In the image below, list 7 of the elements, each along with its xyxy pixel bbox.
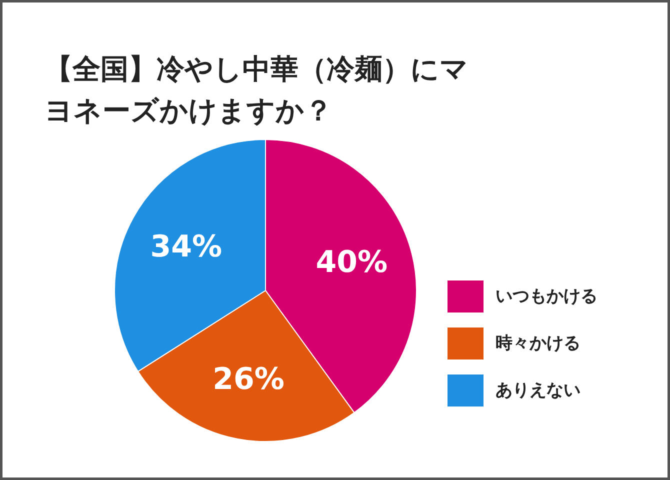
data-label: 40%	[316, 245, 388, 280]
data-label: 26%	[212, 362, 284, 397]
legend-label: いつもかける	[496, 286, 598, 306]
chart-title: 【全国】冷やし中華（冷麺）にマヨネーズかけますか？	[44, 52, 468, 127]
legend-label: 時々かける	[496, 334, 580, 354]
data-label: 34%	[150, 229, 222, 264]
legend-label: ありえない	[496, 380, 580, 400]
